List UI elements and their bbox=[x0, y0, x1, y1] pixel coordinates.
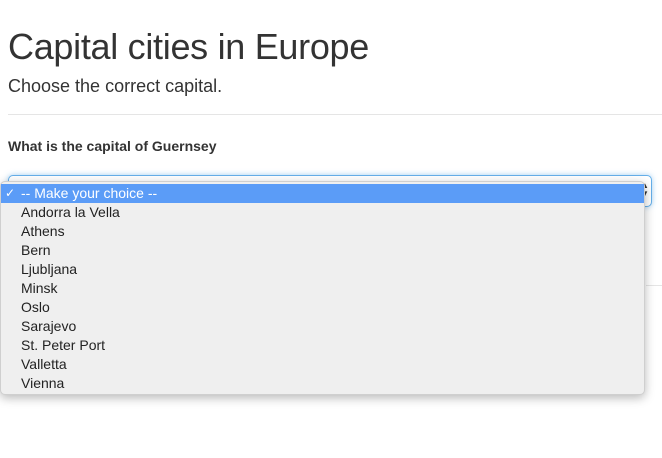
select-dropdown-list: ✓ -- Make your choice -- Andorra la Vell… bbox=[0, 181, 645, 395]
option-oslo[interactable]: Oslo bbox=[21, 299, 50, 315]
form-divider bbox=[646, 285, 662, 286]
option-athens[interactable]: Athens bbox=[21, 223, 65, 239]
option-label: -- Make your choice -- bbox=[21, 185, 158, 201]
question-label: What is the capital of Guernsey bbox=[8, 138, 217, 154]
option-st-peter-port[interactable]: St. Peter Port bbox=[21, 337, 106, 353]
option-vienna[interactable]: Vienna bbox=[21, 375, 65, 391]
page-subtitle: Choose the correct capital. bbox=[8, 76, 223, 96]
option-minsk[interactable]: Minsk bbox=[21, 280, 58, 296]
option-valletta[interactable]: Valletta bbox=[21, 356, 67, 372]
option-bern[interactable]: Bern bbox=[21, 242, 51, 258]
page-title: Capital cities in Europe bbox=[8, 26, 369, 67]
header-divider bbox=[8, 114, 662, 115]
option-make-your-choice[interactable]: ✓ -- Make your choice -- bbox=[1, 184, 644, 203]
checkmark-icon: ✓ bbox=[5, 186, 16, 200]
option-andorra-la-vella[interactable]: Andorra la Vella bbox=[21, 204, 120, 220]
option-sarajevo[interactable]: Sarajevo bbox=[21, 318, 77, 334]
option-ljubljana[interactable]: Ljubljana bbox=[21, 261, 78, 277]
